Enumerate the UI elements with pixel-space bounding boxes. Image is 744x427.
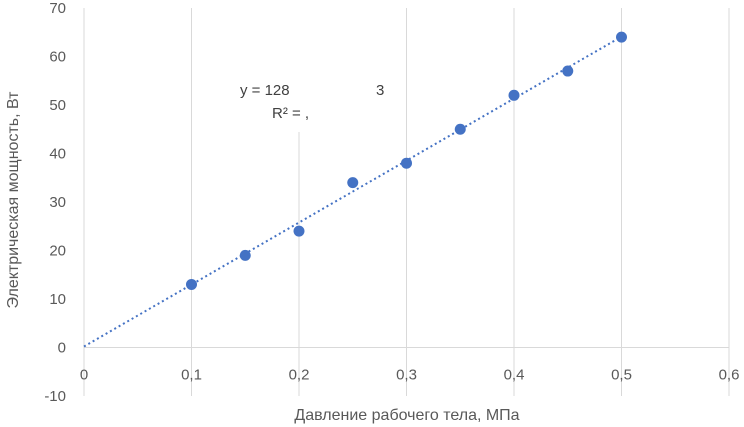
trendline-layer <box>83 35 622 348</box>
x-tick-label: 0,4 <box>504 367 525 384</box>
data-point <box>508 89 520 101</box>
y-tick-label: 60 <box>49 49 66 66</box>
data-point <box>616 31 627 43</box>
data-point <box>186 278 197 290</box>
y-tick-label: 50 <box>49 97 66 114</box>
tick-labels: 0 0,1 0,2 0,3 0,4 0,5 0,6 -10 0 10 20 30 40 50 60 70 <box>44 0 739 405</box>
data-point <box>239 249 251 261</box>
label-occluder <box>298 0 378 132</box>
x-tick-label: 0,2 <box>289 367 310 384</box>
data-point <box>562 65 574 77</box>
y-tick-label: 30 <box>49 194 66 211</box>
data-points <box>186 31 627 290</box>
data-point <box>293 225 305 237</box>
x-axis-title: Давление рабочего тела, МПа <box>294 407 519 424</box>
axes <box>83 8 729 396</box>
x-tick-label: 0,5 <box>611 367 632 384</box>
vertical-gridlines <box>191 8 730 396</box>
x-tick-label: 0 <box>80 367 88 384</box>
x-tick-label: 0,1 <box>181 367 202 384</box>
y-tick-label: -10 <box>44 388 66 405</box>
data-point <box>401 157 412 169</box>
trendline <box>83 35 622 348</box>
y-tick-label: 70 <box>49 0 66 17</box>
y-tick-label: 10 <box>49 291 66 308</box>
x-tick-label: 0,3 <box>396 367 417 384</box>
trendline-r-squared: R² = , <box>272 105 309 122</box>
x-tick-label: 0,6 <box>719 367 740 384</box>
y-tick-label: 0 <box>58 340 66 357</box>
y-tick-label: 20 <box>49 243 66 260</box>
y-tick-label: 40 <box>49 146 66 163</box>
trendline-equation-suffix: 3 <box>376 82 384 99</box>
trendline-equation: y = 128 <box>240 82 290 99</box>
data-point <box>347 177 359 189</box>
data-point <box>454 123 466 135</box>
y-axis-title: Электрическая мощность, Вт <box>5 91 22 309</box>
